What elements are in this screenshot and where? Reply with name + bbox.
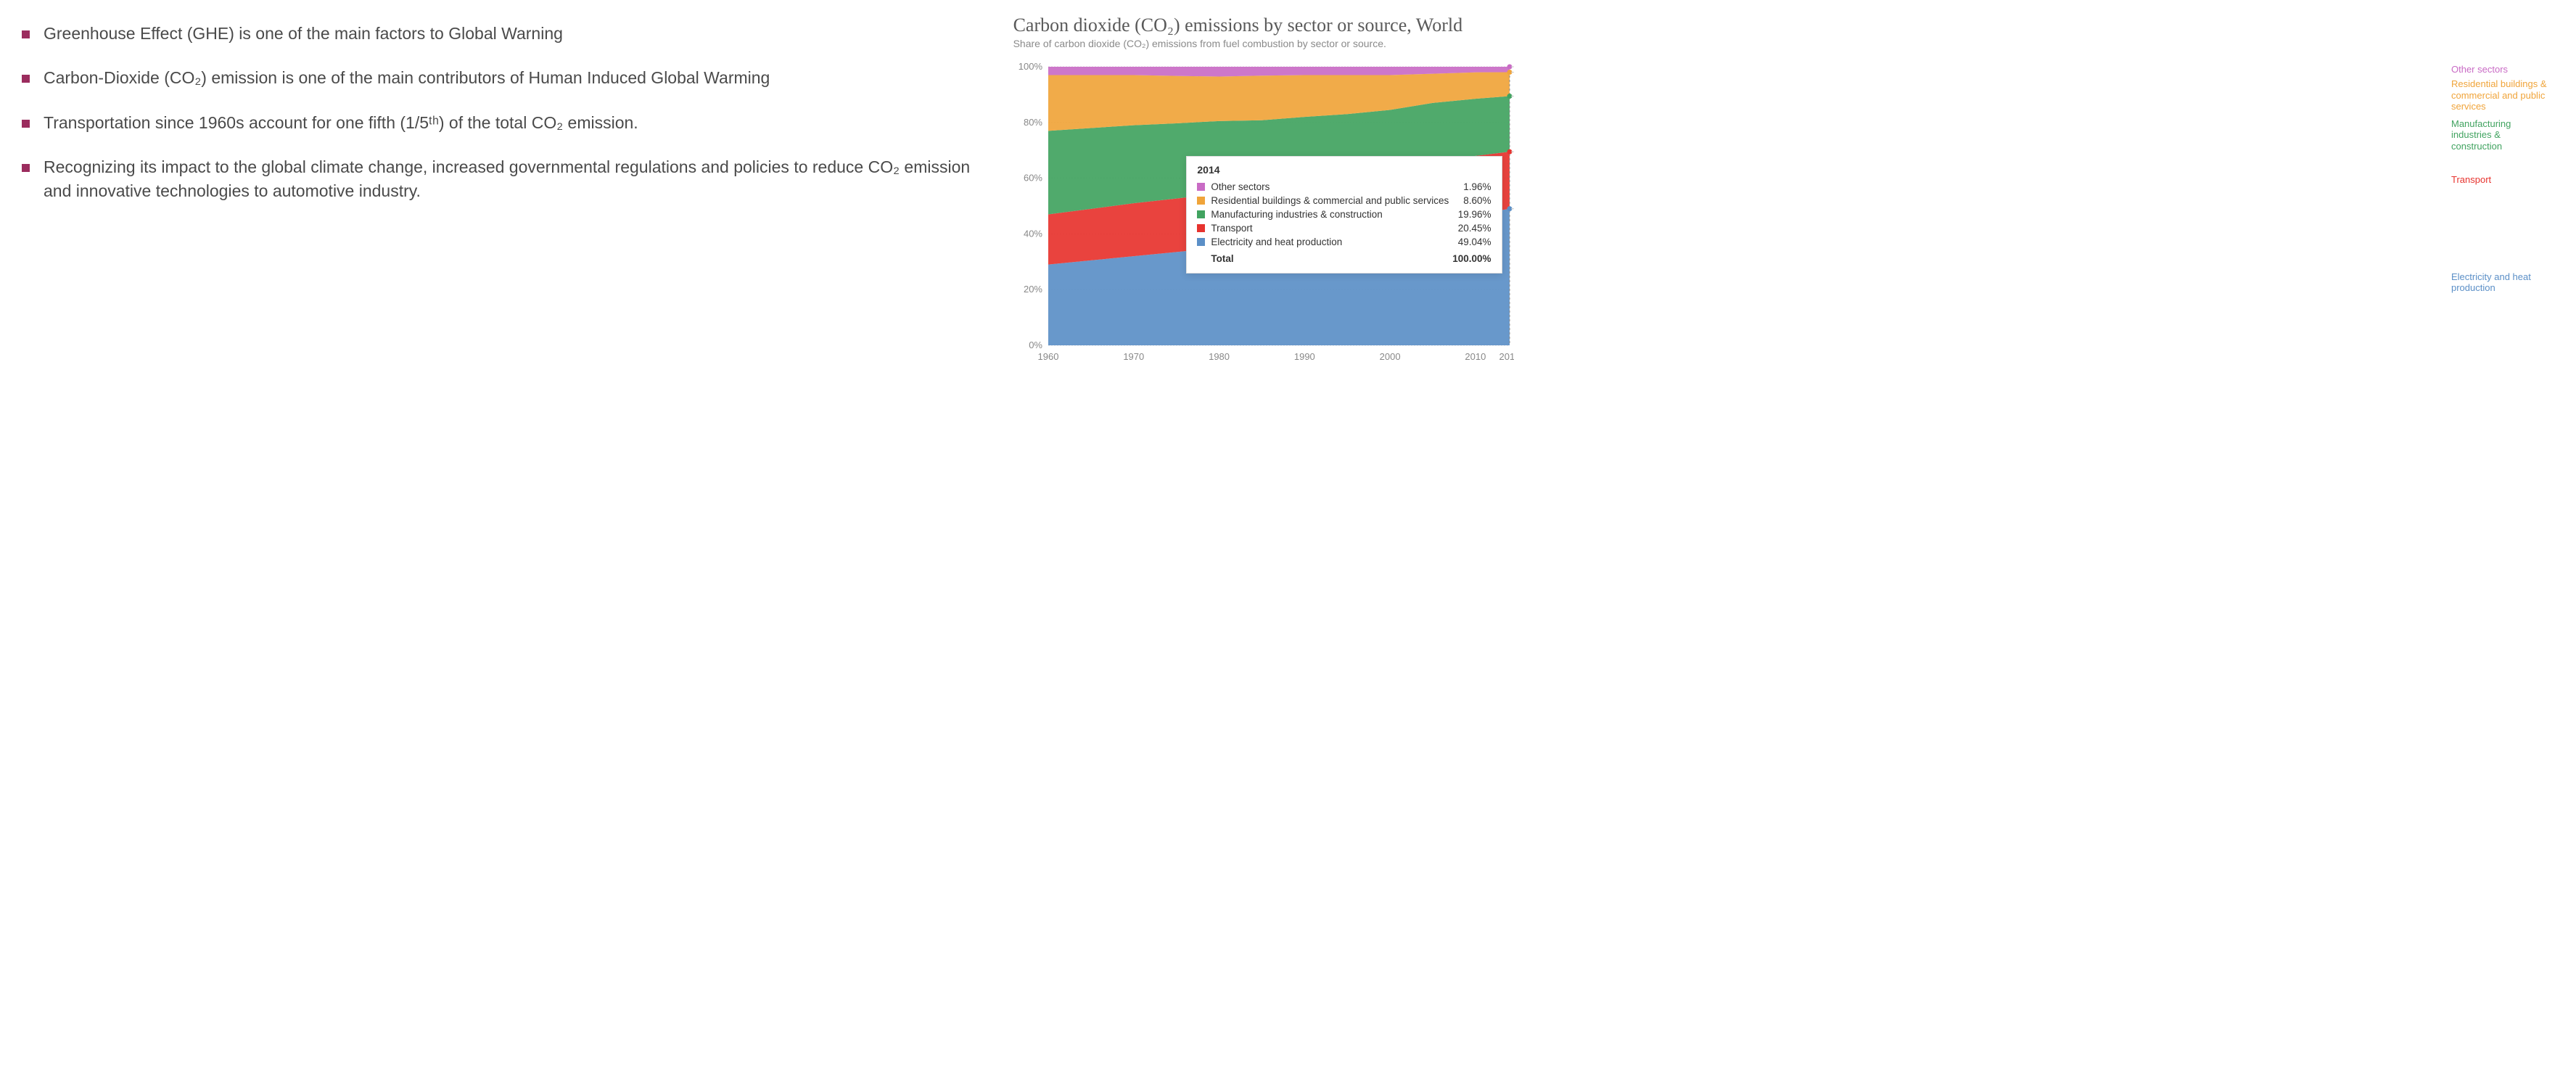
y-tick-label: 0% (1029, 340, 1042, 350)
text-column: Greenhouse Effect (GHE) is one of the ma… (22, 15, 984, 371)
tooltip-row-value: 20.45% (1458, 223, 1491, 234)
tooltip-row: Electricity and heat production 49.04% (1197, 235, 1491, 249)
y-tick-label: 60% (1024, 173, 1042, 184)
bullet-item: Recognizing its impact to the global cli… (22, 155, 984, 204)
bullet-item: Greenhouse Effect (GHE) is one of the ma… (22, 22, 984, 46)
x-tick-label: 2010 (1465, 351, 1486, 362)
bullet-item: Transportation since 1960s account for o… (22, 111, 984, 135)
side-label-manufacturing: Manufacturing industries & construction (2451, 118, 2553, 152)
tooltip-row-label: Electricity and heat production (1211, 237, 1342, 247)
side-label-other: Other sectors (2451, 64, 2508, 75)
tooltip-row-value: 49.04% (1458, 237, 1491, 247)
y-tick-label: 100% (1018, 62, 1042, 72)
tooltip-total-value: 100.00% (1452, 253, 1491, 264)
tooltip-row-label: Transport (1211, 223, 1252, 234)
tooltip-row: Transport 20.45% (1197, 221, 1491, 235)
x-tick-label: 1980 (1209, 351, 1230, 362)
chart-tooltip: 2014 Other sectors 1.96% Residential build… (1186, 156, 1502, 274)
tooltip-row: Residential buildings & commercial and p… (1197, 194, 1491, 207)
tooltip-total-label: Total (1211, 253, 1233, 264)
chart-wrap: 0% 20% 40% 60% 80% 100% 1960 1970 1980 1990 2000 20… (1013, 62, 2554, 371)
tooltip-row-label: Manufacturing industries & construction (1211, 209, 1382, 220)
slide-root: Greenhouse Effect (GHE) is one of the ma… (0, 0, 2576, 385)
side-label-transport: Transport (2451, 174, 2491, 186)
bullet-list: Greenhouse Effect (GHE) is one of the ma… (22, 22, 984, 204)
x-tick-label: 2014 (1499, 351, 1513, 362)
tooltip-row-value: 1.96% (1463, 181, 1491, 192)
side-label-residential: Residential buildings & commercial and p… (2451, 78, 2553, 112)
side-label-electricity: Electricity and heat production (2451, 271, 2553, 294)
tooltip-total-row: Total 100.00% (1197, 252, 1491, 266)
chart-subtitle: Share of carbon dioxide (CO₂) emissions … (1013, 38, 2554, 49)
tooltip-row: Manufacturing industries & construction 1… (1197, 207, 1491, 221)
x-tick-label: 1960 (1037, 351, 1058, 362)
tooltip-swatch (1197, 183, 1205, 191)
tooltip-swatch (1197, 224, 1205, 232)
x-tick-label: 1970 (1123, 351, 1144, 362)
x-tick-label: 2000 (1379, 351, 1400, 362)
tooltip-swatch (1197, 197, 1205, 205)
chart-title: Carbon dioxide (CO₂) emissions by sector… (1013, 15, 2554, 36)
chart-column: Carbon dioxide (CO₂) emissions by sector… (1013, 15, 2554, 371)
y-tick-label: 40% (1024, 228, 1042, 239)
chart-side-labels: Other sectors Residential buildings & com… (2445, 62, 2554, 367)
tooltip-swatch (1197, 238, 1205, 246)
tooltip-row-value: 8.60% (1463, 195, 1491, 206)
bullet-item: Carbon-Dioxide (CO₂) emission is one of … (22, 66, 984, 90)
tooltip-row-value: 19.96% (1458, 209, 1491, 220)
y-tick-label: 80% (1024, 117, 1042, 128)
tooltip-swatch (1197, 210, 1205, 218)
chart-plot-wrap: 0% 20% 40% 60% 80% 100% 1960 1970 1980 1990 2000 20… (1013, 62, 2445, 371)
tooltip-row: Other sectors 1.96% (1197, 180, 1491, 194)
x-tick-label: 1990 (1293, 351, 1314, 362)
tooltip-row-label: Other sectors (1211, 181, 1270, 192)
y-tick-label: 20% (1024, 284, 1042, 295)
tooltip-row-label: Residential buildings & commercial and p… (1211, 195, 1449, 206)
tooltip-year: 2014 (1197, 164, 1491, 176)
